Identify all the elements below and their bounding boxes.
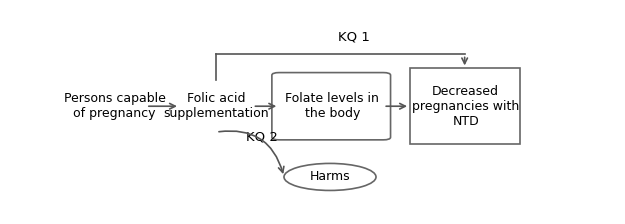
Text: KQ 1: KQ 1 xyxy=(338,31,370,44)
Text: Folate levels in
the body: Folate levels in the body xyxy=(286,92,379,120)
Ellipse shape xyxy=(284,164,376,190)
Text: KQ 2: KQ 2 xyxy=(246,131,278,144)
Text: Harms: Harms xyxy=(310,170,350,183)
FancyBboxPatch shape xyxy=(410,68,521,144)
Text: Folic acid
supplementation: Folic acid supplementation xyxy=(163,92,269,120)
Text: Decreased
pregnancies with
NTD: Decreased pregnancies with NTD xyxy=(412,85,519,128)
FancyBboxPatch shape xyxy=(272,73,391,140)
Text: Persons capable
of pregnancy: Persons capable of pregnancy xyxy=(64,92,166,120)
